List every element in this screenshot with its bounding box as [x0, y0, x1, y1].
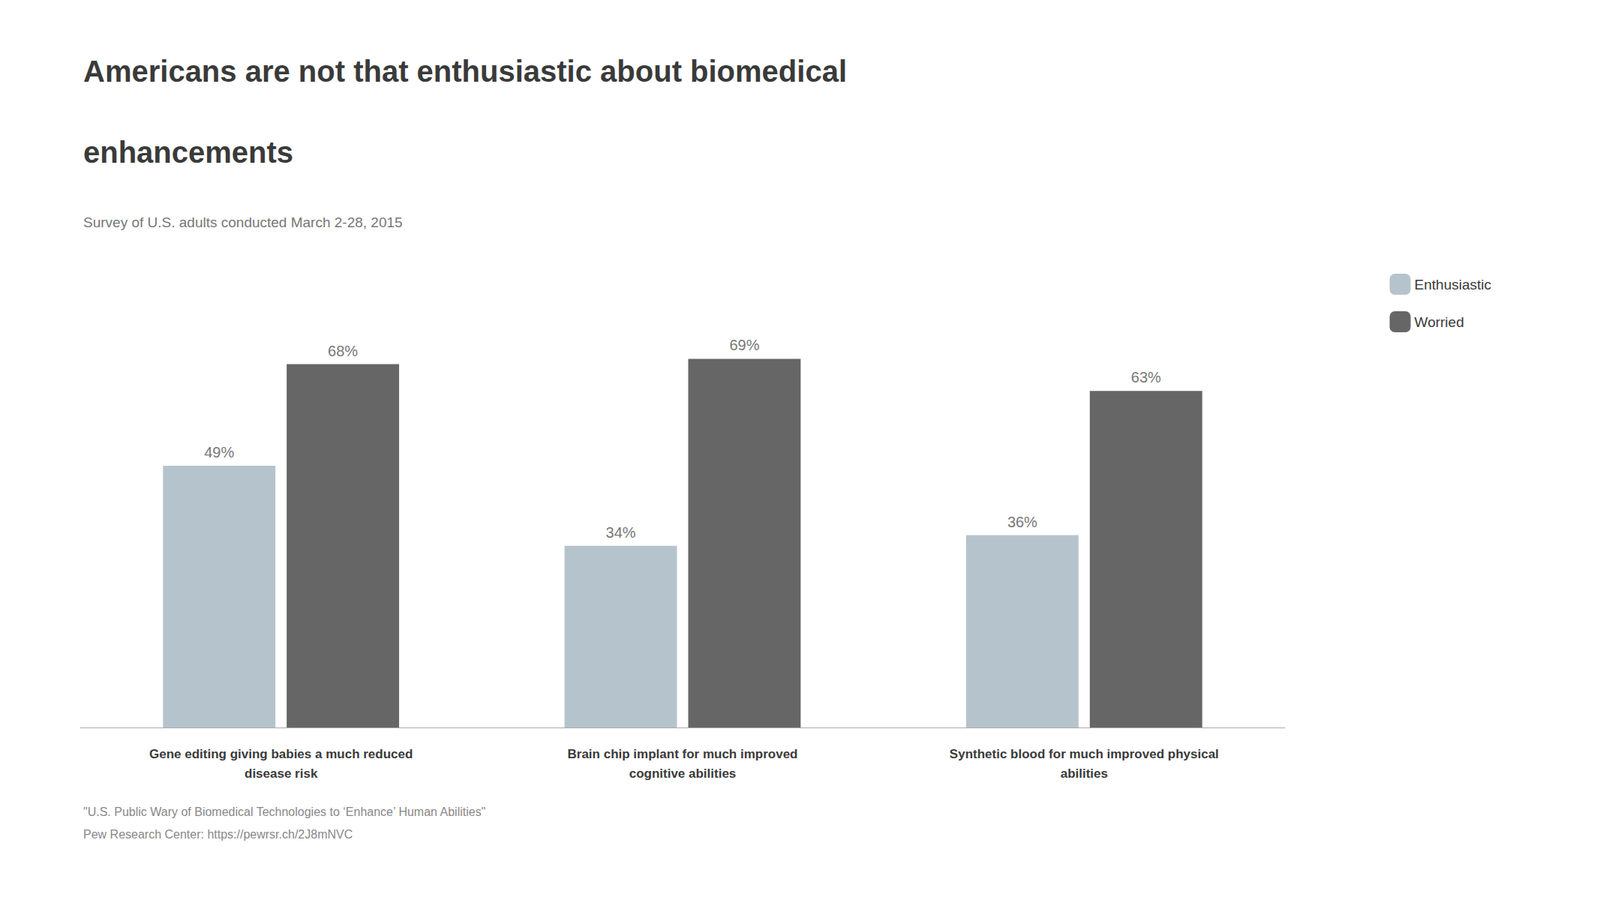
svg-text:Americans are not that enthusi: Americans are not that enthusiastic abou…: [83, 54, 847, 88]
svg-text:cognitive abilities: cognitive abilities: [629, 766, 737, 781]
svg-text:68%: 68%: [327, 342, 358, 360]
svg-text:enhancements: enhancements: [83, 135, 294, 169]
svg-text:Synthetic blood for much impro: Synthetic blood for much improved physic…: [949, 747, 1219, 762]
svg-text:34%: 34%: [606, 524, 637, 541]
svg-text:"U.S. Public Wary of Biomedica: "U.S. Public Wary of Biomedical Technolo…: [83, 805, 486, 819]
svg-text:Brain chip implant for much im: Brain chip implant for much improved: [567, 747, 799, 762]
svg-text:disease risk: disease risk: [244, 766, 319, 781]
svg-text:Survey of U.S. adults conducte: Survey of U.S. adults conducted March 2-…: [83, 214, 403, 231]
svg-text:36%: 36%: [1007, 513, 1038, 531]
svg-text:63%: 63%: [1131, 369, 1162, 386]
svg-text:69%: 69%: [729, 336, 760, 354]
svg-text:abilities: abilities: [1060, 766, 1108, 781]
svg-text:49%: 49%: [204, 444, 235, 461]
svg-text:Pew Research Center: https://p: Pew Research Center: https://pewrsr.ch/2…: [83, 828, 353, 841]
svg-text:Enthusiastic: Enthusiastic: [1414, 276, 1492, 293]
svg-text:Worried: Worried: [1414, 314, 1465, 331]
svg-text:Gene editing giving babies a m: Gene editing giving babies a much reduce…: [149, 747, 413, 762]
